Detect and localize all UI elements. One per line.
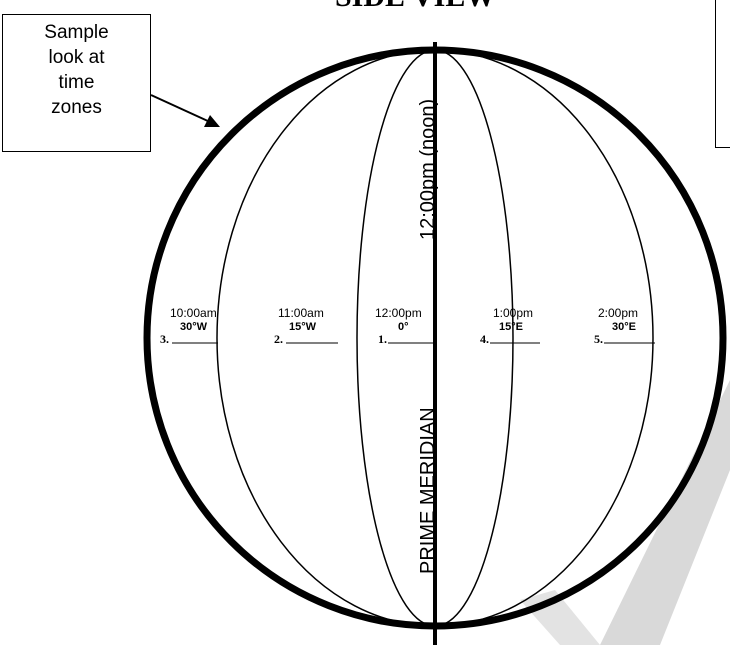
noon-label: 12:00pm (noon): [417, 99, 439, 240]
time-zone-item: 12:00pm 0° 1.: [375, 306, 433, 346]
zone-number: 1.: [378, 332, 387, 346]
zone-time: 2:00pm: [598, 306, 638, 320]
time-zone-item: 2:00pm 30°E 5.: [594, 306, 655, 346]
zone-time: 11:00am: [278, 306, 324, 320]
callout-line: zones: [51, 97, 102, 118]
time-zone-item: 1:00pm 15°E 4.: [480, 306, 540, 346]
time-zone-item: 11:00am 15°W 2.: [274, 306, 338, 346]
zone-degree: 30°W: [180, 321, 208, 333]
zone-number: 3.: [160, 332, 169, 346]
prime-meridian-label: PRIME MERIDIAN: [417, 407, 439, 574]
zone-degree: 15°E: [499, 321, 523, 333]
zone-degree: 0°: [398, 321, 409, 333]
callout-line: Sample: [44, 22, 109, 43]
callout-box: Sample look at time zones: [2, 14, 151, 152]
callout-arrow-head: [204, 115, 220, 127]
callout-line: time: [58, 72, 95, 93]
zone-time: 12:00pm: [375, 306, 422, 320]
zone-number: 5.: [594, 332, 603, 346]
zone-time: 1:00pm: [493, 306, 533, 320]
answer-box: [715, 0, 730, 148]
zone-number: 2.: [274, 332, 283, 346]
callout-arrow-line: [150, 94, 211, 123]
zone-time: 10:00am: [170, 306, 217, 320]
page-title: SIDE VIEW: [335, 0, 535, 14]
zone-degree: 15°W: [289, 321, 317, 333]
zone-degree: 30°E: [612, 321, 636, 333]
time-zone-item: 10:00am 30°W 3.: [160, 306, 218, 346]
zone-number: 4.: [480, 332, 489, 346]
callout-line: look at: [48, 47, 105, 68]
